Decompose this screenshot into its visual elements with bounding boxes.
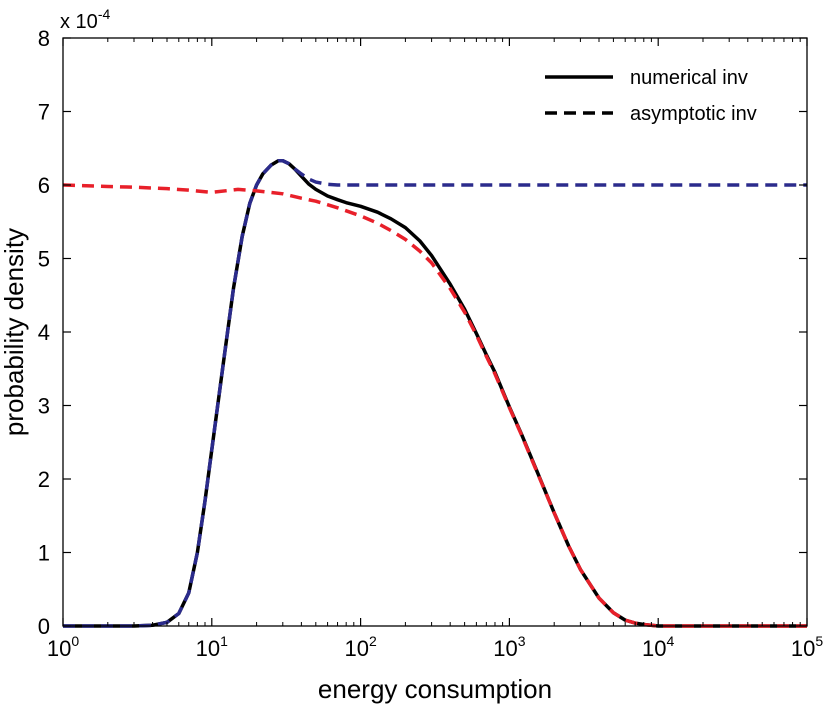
x-axis-label: energy consumption	[318, 674, 552, 704]
y-tick-label: 7	[38, 100, 50, 125]
series-layer	[62, 159, 807, 628]
y-axis-label: probability density	[0, 228, 29, 436]
tick-layer: 100 101 102 103 104 105 0 1 2 3 4 5 6 7 8	[38, 26, 824, 661]
x-tick-label: 100	[47, 633, 79, 661]
x-tick-label: 104	[642, 633, 674, 661]
series-line-3	[62, 183, 807, 628]
x-tick-label: 101	[196, 633, 228, 661]
legend: numerical inv asymptotic inv	[545, 67, 757, 125]
series-line-1	[63, 159, 807, 628]
y-tick-label: 6	[38, 173, 50, 198]
y-multiplier-label: x 10-4	[60, 6, 110, 33]
x-tick-label: 105	[791, 633, 823, 661]
y-tick-label: 3	[38, 394, 50, 419]
series-line-2	[63, 159, 807, 628]
y-tick-label: 2	[38, 467, 50, 492]
plot-frame	[62, 37, 808, 627]
y-tick-label: 8	[38, 26, 50, 51]
legend-label-asymptotic: asymptotic inv	[630, 103, 757, 125]
y-tick-label: 1	[38, 541, 50, 566]
y-tick-label: 0	[38, 614, 50, 639]
legend-label-numerical: numerical inv	[630, 67, 748, 89]
y-tick-label: 5	[38, 247, 50, 272]
x-tick-label: 102	[344, 633, 376, 661]
y-tick-label: 4	[38, 320, 50, 345]
x-tick-label: 103	[493, 633, 525, 661]
